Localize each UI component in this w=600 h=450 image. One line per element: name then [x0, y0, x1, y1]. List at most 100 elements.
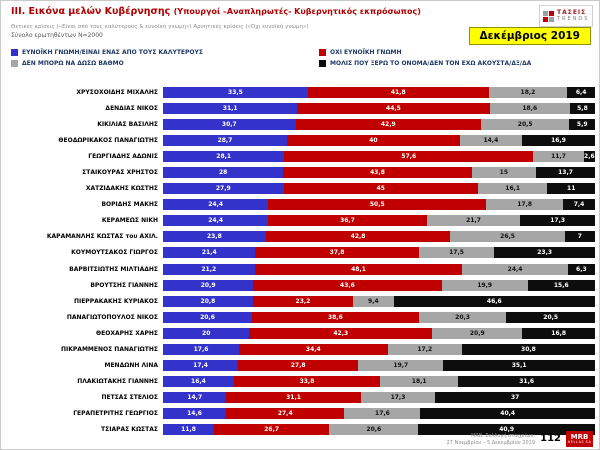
chart-row: ΚΕΡΑΜΕΩΣ ΝΙΚΗ 24,4 36,7 21,7 17,3	[9, 215, 595, 227]
stacked-bar-chart: ΧΡΥΣΟΧΟΪΔΗΣ ΜΙΧΑΛΗΣ 33,5 41,8 18,2 6,4 ΔΕΝΔΙΑ…	[9, 87, 595, 435]
bar-segment-unfavorable: 41,8	[307, 87, 489, 98]
category-label: ΘΕΟΔΩΡΙΚΑΚΟΣ ΠΑΝΑΓΙΩΤΗΣ	[58, 137, 158, 145]
bar-segment-unknown: 7	[564, 231, 595, 243]
bar-segment-unfavorable: 42,3	[249, 327, 433, 339]
bar-segment-unknown: 46,6	[393, 295, 595, 307]
category-label: ΚΕΡΑΜΕΩΣ ΝΙΚΗ	[101, 217, 158, 225]
chart-row: ΔΕΝΔΙΑΣ ΝΙΚΟΣ 31,1 44,5 18,6 5,8	[9, 103, 595, 115]
bar-segment-unknown: 5,9	[569, 119, 595, 131]
chart-row: ΘΕΟΔΩΡΙΚΑΚΟΣ ΠΑΝΑΓΙΩΤΗΣ 28,7 40 14,4 16,9	[9, 135, 595, 147]
chart-row: ΚΟΥΜΟΥΤΣΑΚΟΣ ΓΙΩΡΓΟΣ 21,4 37,8 17,5 23,3	[9, 247, 595, 259]
legend-label-favorable: ΕΥΝΟΪΚΗ ΓΝΩΜΗ/ΕΙΝΑΙ ΕΝΑΣ ΑΠΟ ΤΟΥΣ ΚΑΛΥΤΕ…	[22, 49, 203, 56]
bar-segment-unknown: 11	[547, 183, 595, 195]
chart-row: ΚΙΚΙΛΙΑΣ ΒΑΣΙΛΗΣ 30,7 42,9 20,5 5,9	[9, 119, 595, 131]
bar-segment-no-rating: 11,7	[533, 151, 584, 163]
bar-segment-favorable: 14,6	[163, 407, 227, 419]
legend-label-unknown: ΜΟΛΙΣ ΠΟΥ ΞΕΡΩ ΤΟ ΟΝΟΜΑ/ΔΕΝ ΤΟΝ ΕΧΩ ΑΚΟΥ…	[330, 60, 532, 67]
bar-segment-unknown: 31,6	[458, 375, 595, 387]
bar-segment-no-rating: 26,5	[450, 231, 565, 243]
stacked-bar: 21,4 37,8 17,5 23,3	[163, 247, 595, 259]
chart-row: ΧΡΥΣΟΧΟΪΔΗΣ ΜΙΧΑΛΗΣ 33,5 41,8 18,2 6,4	[9, 87, 595, 98]
bar-segment-favorable: 31,1	[163, 103, 298, 115]
sample-size: Σύνολο ερωτηθέντων Ν=2000	[11, 32, 103, 39]
category-label: ΠΛΑΚΙΩΤΑΚΗΣ ΓΙΑΝΝΗΣ	[77, 377, 158, 385]
bar-segment-unfavorable: 26,7	[213, 423, 330, 435]
bar-segment-no-rating: 17,3	[360, 391, 436, 403]
stacked-bar: 24,4 36,7 21,7 17,3	[163, 215, 595, 227]
chart-row: ΤΣΙΑΡΑΣ ΚΩΣΤΑΣ 11,8 26,7 20,6 40,9	[9, 423, 595, 435]
bar-segment-unknown: 20,5	[506, 311, 595, 323]
legend-label-unfavorable: ΟΧΙ ΕΥΝΟΪΚΗ ΓΝΩΜΗ	[330, 49, 402, 56]
bar-segment-favorable: 28,1	[163, 151, 285, 163]
stacked-bar: 11,8 26,7 20,6 40,9	[163, 423, 595, 435]
bar-segment-unfavorable: 45	[283, 183, 478, 195]
stacked-bar: 20,8 23,2 9,4 46,6	[163, 295, 595, 307]
bar-segment-no-rating: 14,4	[459, 135, 522, 147]
bar-segment-unfavorable: 27,8	[238, 359, 359, 371]
stacked-bar: 21,2 48,1 24,4 6,3	[163, 263, 595, 275]
page-title-main: III. Εικόνα μελών Κυβέρνησης	[11, 6, 171, 17]
date-badge: Δεκέμβριος 2019	[468, 27, 591, 45]
bar-segment-unfavorable: 34,4	[239, 343, 388, 355]
bar-segment-no-rating: 19,9	[441, 279, 528, 291]
bar-segment-no-rating: 20,9	[432, 327, 523, 339]
page-title-paren: (Υπουργοί –Αναπληρωτές- Κυβερνητικός εκπ…	[173, 7, 421, 16]
bar-segment-favorable: 20,8	[163, 295, 253, 307]
bar-segment-unknown: 37	[435, 391, 595, 403]
category-label: ΜΕΝΔΩΝΗ ΛΙΝΑ	[104, 361, 158, 369]
bar-segment-no-rating: 18,1	[380, 375, 459, 387]
bar-segment-unknown: 40,9	[418, 423, 595, 435]
chart-row: ΜΕΝΔΩΝΗ ΛΙΝΑ 17,4 27,8 19,7 35,1	[9, 359, 595, 371]
bar-segment-no-rating: 17,2	[387, 343, 462, 355]
stacked-bar: 28,7 40 14,4 16,9	[163, 135, 595, 147]
legend-item-favorable: ΕΥΝΟΪΚΗ ΓΝΩΜΗ/ΕΙΝΑΙ ΕΝΑΣ ΑΠΟ ΤΟΥΣ ΚΑΛΥΤΕ…	[11, 49, 311, 56]
legend-swatch-no-rating	[11, 60, 18, 67]
bar-segment-no-rating: 9,4	[353, 295, 394, 307]
chart-row: ΠΛΑΚΙΩΤΑΚΗΣ ΓΙΑΝΝΗΣ 16,4 33,8 18,1 31,6	[9, 375, 595, 387]
bar-segment-unfavorable: 36,7	[268, 215, 427, 227]
bar-segment-unknown: 13,7	[536, 167, 595, 179]
bar-segment-unfavorable: 48,1	[254, 263, 463, 275]
bar-segment-unfavorable: 43,6	[253, 279, 442, 291]
category-label: ΚΙΚΙΛΙΑΣ ΒΑΣΙΛΗΣ	[97, 121, 158, 129]
category-label: ΠΙΚΡΑΜΜΕΝΟΣ ΠΑΝΑΓΙΩΤΗΣ	[61, 345, 158, 353]
bar-segment-favorable: 33,5	[163, 87, 308, 98]
category-label: ΤΣΙΑΡΑΣ ΚΩΣΤΑΣ	[101, 425, 158, 433]
bar-segment-no-rating: 20,5	[480, 119, 570, 131]
mrb-logo: MRB HELLAS SA	[566, 431, 593, 447]
bar-segment-unknown: 23,3	[494, 247, 595, 259]
bar-segment-no-rating: 18,6	[489, 103, 570, 115]
bar-segment-favorable: 28	[163, 167, 284, 179]
bar-segment-unknown: 16,8	[522, 327, 595, 339]
bar-segment-no-rating: 15	[471, 167, 537, 179]
bar-segment-unknown: 40,4	[420, 407, 595, 419]
bar-segment-favorable: 28,7	[163, 135, 287, 147]
category-label: ΘΕΟΧΑΡΗΣ ΧΑΡΗΣ	[96, 329, 158, 337]
category-label: ΓΕΡΑΠΕΤΡΙΤΗΣ ΓΕΩΡΓΙΟΣ	[73, 409, 158, 417]
category-label: ΚΑΡΑΜΑΝΛΗΣ ΚΩΣΤΑΣ του ΑΧΙΛ.	[46, 233, 158, 241]
category-label: ΒΟΡΙΔΗΣ ΜΑΚΗΣ	[101, 201, 158, 209]
bar-segment-favorable: 20	[163, 327, 250, 339]
footer-dates: 27 Νοεμβρίου – 5 Δεκεμβρίου 2019	[446, 439, 535, 446]
category-label: ΚΟΥΜΟΥΤΣΑΚΟΣ ΓΙΩΡΓΟΣ	[71, 249, 158, 257]
bar-segment-favorable: 21,4	[163, 247, 256, 259]
bar-segment-unknown: 15,6	[527, 279, 595, 291]
stacked-bar: 20,6 38,6 20,3 20,5	[163, 311, 595, 323]
category-label: ΠΑΝΑΓΙΩΤΟΠΟΥΛΟΣ ΝΙΚΟΣ	[66, 313, 158, 321]
mrb-logo-text: MRB	[570, 432, 589, 441]
bar-segment-unfavorable: 42,9	[295, 119, 481, 131]
stacked-bar: 31,1 44,5 18,6 5,8	[163, 103, 595, 115]
legend-item-no-rating: ΔΕΝ ΜΠΟΡΩ ΝΑ ΔΩΣΩ ΒΑΘΜΟ	[11, 60, 311, 67]
stacked-bar: 20 42,3 20,9 16,8	[163, 327, 595, 339]
bar-segment-no-rating: 20,3	[418, 311, 507, 323]
chart-row: ΠΙΕΡΡΑΚΑΚΗΣ ΚΥΡΙΑΚΟΣ 20,8 23,2 9,4 46,6	[9, 295, 595, 307]
bar-segment-no-rating: 17,6	[344, 407, 421, 419]
chart-row: ΒΟΡΙΔΗΣ ΜΑΚΗΣ 24,4 50,5 17,8 7,4	[9, 199, 595, 211]
legend-swatch-unknown	[319, 60, 326, 67]
bar-segment-favorable: 11,8	[163, 423, 214, 435]
bar-segment-no-rating: 18,2	[488, 87, 568, 98]
category-label: ΣΤΑΪΚΟΥΡΑΣ ΧΡΗΣΤΟΣ	[82, 169, 158, 177]
bar-segment-favorable: 20,9	[163, 279, 254, 291]
bar-segment-unfavorable: 50,5	[268, 199, 487, 211]
